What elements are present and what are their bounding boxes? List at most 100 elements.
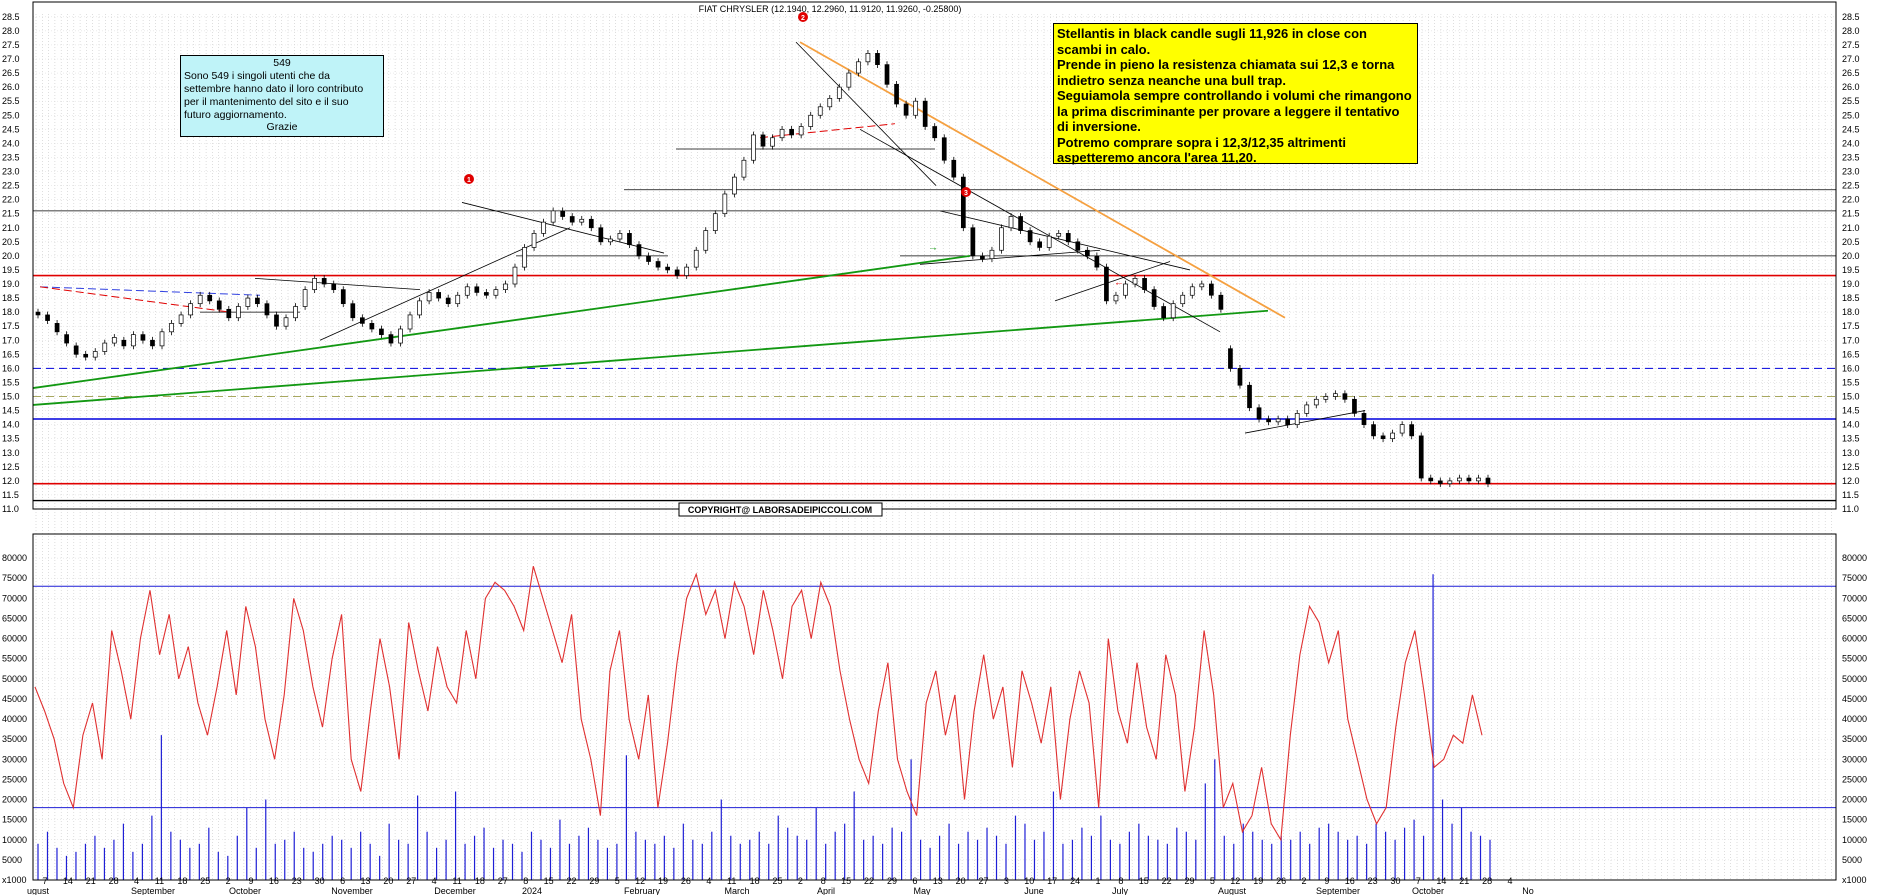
candle-body [1218,294,1224,310]
candle-body [913,100,918,116]
candle-body [1056,233,1062,237]
candle-body [665,266,670,271]
price-tick-label: 16.5 [2,349,20,359]
candle-body [1113,294,1119,302]
day-tick-label: 29 [1185,876,1195,886]
candle-body [894,83,899,105]
candle-body [760,134,766,147]
candle-body [426,292,432,302]
candle-body [722,193,728,215]
price-tick-label: 24.0 [2,138,20,148]
candle-body [1008,216,1014,229]
candle-body [703,230,709,251]
candle-body [1361,413,1367,425]
day-tick-label: 11 [155,876,164,886]
candle-body [369,323,375,330]
price-tick-label: 22.5 [1842,181,1860,191]
comment-line: Seguiamola sempre controllando i volumi … [1057,88,1412,103]
candle-body [836,86,842,99]
candle-body [941,137,947,161]
day-tick-label: 9 [249,876,254,886]
day-tick-label: 22 [864,876,874,886]
price-tick-label: 13.5 [1842,434,1860,444]
info-box: 549 Sono 549 i singoli utenti che da set… [180,55,384,137]
volume-tick-label: 40000 [2,714,27,724]
candle-body [264,303,270,316]
day-tick-label: 11 [727,876,736,886]
candle-body [121,339,127,347]
candle-body [674,269,680,276]
candle-body [1390,432,1395,440]
candle-body [35,311,41,316]
candle-body [1037,241,1042,248]
day-tick-label: 28 [109,876,119,886]
volume-tick-label: 10000 [2,835,27,845]
day-tick-label: 18 [177,876,187,886]
green-trendline [32,254,971,389]
price-tick-label: 15.0 [2,392,20,402]
price-tick-label: 17.0 [2,335,20,345]
price-tick-label: 20.5 [2,237,20,247]
candle-body [588,218,594,229]
day-tick-label: 2 [798,876,803,886]
price-tick-label: 14.0 [1842,420,1860,430]
day-tick-label: 18 [750,876,760,886]
candle-body [1313,398,1319,406]
volume-tick-label: 45000 [1842,694,1867,704]
comment-box: Stellantis in black candle sugli 11,926 … [1053,23,1418,165]
candle-body [655,261,661,268]
candle-body [522,247,527,268]
price-tick-label: 11.5 [1842,490,1859,500]
day-tick-label: 28 [1482,876,1492,886]
candle-body [751,134,756,161]
volume-tick-label: 5000 [2,855,22,865]
month-tick-label: No [1522,886,1534,895]
candle-body [569,216,575,223]
black-trendline [1054,261,1171,302]
day-tick-label: 13 [933,876,943,886]
day-tick-label: 14 [63,876,73,886]
price-tick-label: 15.5 [2,377,20,387]
candle-body [579,218,585,223]
candle-body [226,308,232,319]
day-tick-label: 29 [887,876,897,886]
candle-body [1275,418,1281,423]
candle-body [1247,384,1252,409]
candle-body [1428,477,1434,482]
price-tick-label: 11.0 [2,504,19,514]
comment-line: Prende in pieno la resistenza chiamata s… [1057,57,1395,72]
price-tick-label: 27.0 [2,54,20,64]
candle-body [798,126,804,136]
candle-body [1399,424,1405,434]
info-box-title: 549 [273,57,291,69]
day-tick-label: 16 [1345,876,1355,886]
candle-body [932,126,938,139]
candle-body [1151,289,1157,307]
candle-body [359,317,365,324]
tick-labels: 11.0 11.0 11.5 11.5 12.0 12.0 12.5 12.5 13.0 13.0… [2,12,1867,895]
comment-line: aspetteremo ancora l'area 11,20. [1057,150,1257,165]
info-box-line: futuro aggiornamento. [184,109,287,121]
day-tick-label: 6 [912,876,917,886]
candle-body [960,176,966,229]
volume-tick-label: 20000 [2,795,27,805]
month-tick-label: October [229,886,261,895]
price-tick-label: 15.0 [1842,392,1860,402]
price-tick-label: 14.0 [2,420,20,430]
volume-bars [37,574,1491,880]
month-tick-label: September [1316,886,1360,895]
candle-body [693,249,699,268]
candle-body [1170,303,1176,319]
day-tick-label: 8 [1118,876,1123,886]
volume-tick-label: 65000 [1842,613,1867,623]
price-tick-label: 18.5 [1842,293,1860,303]
price-tick-label: 25.0 [1842,110,1860,120]
candle-body [255,297,260,305]
price-tick-label: 17.5 [1842,321,1860,331]
chart-grid [33,14,1836,881]
candle-body [1457,477,1462,482]
candle-body [1132,278,1138,285]
black-trendline [254,277,421,291]
candle-body [102,342,108,352]
